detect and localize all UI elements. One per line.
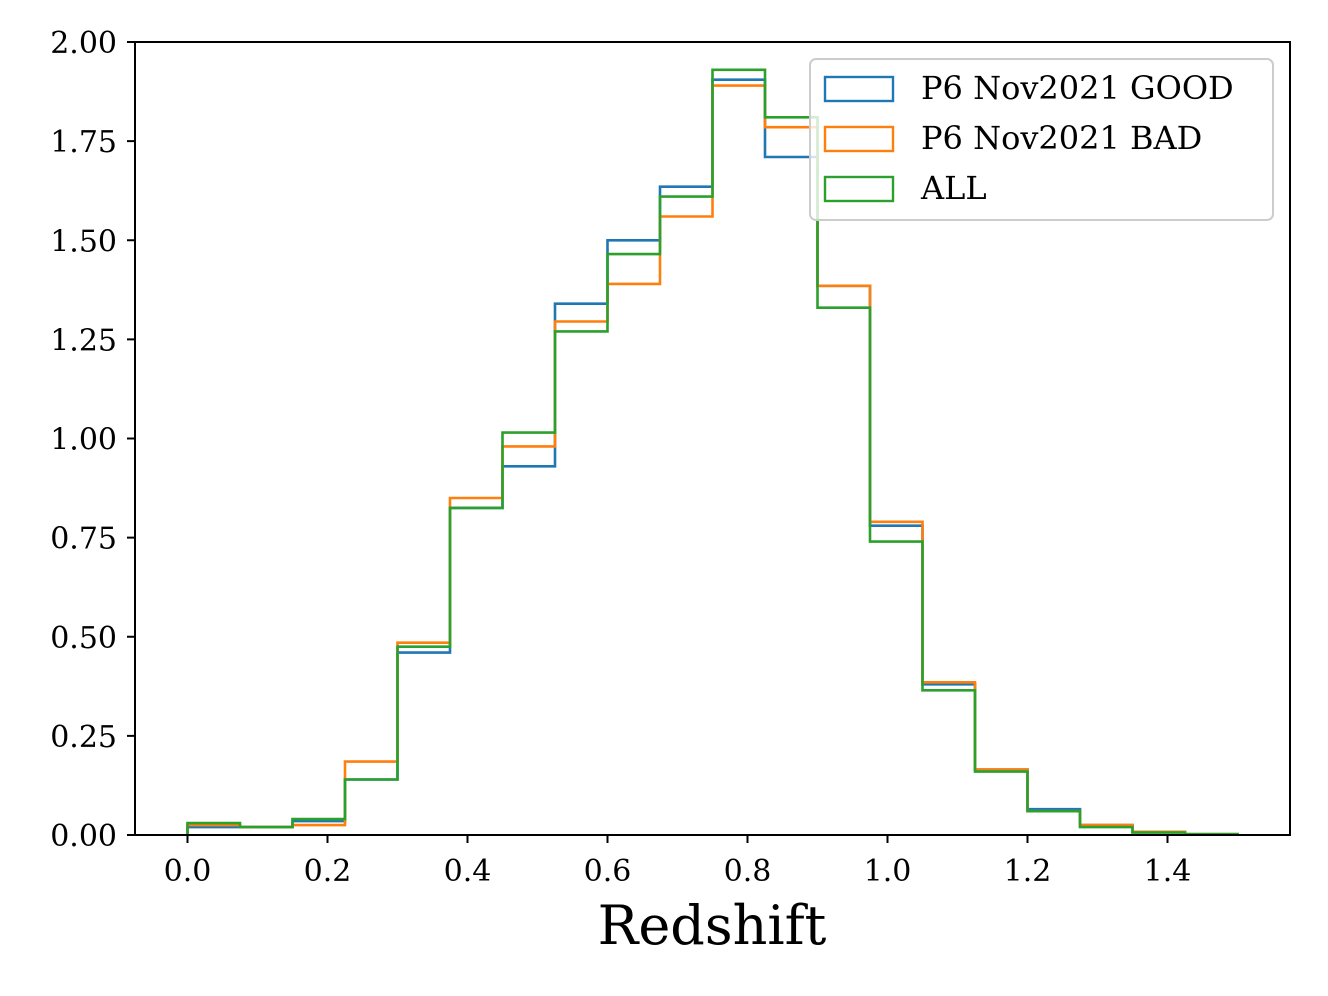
x-tick-label: 0.2 <box>304 854 352 889</box>
legend-swatch <box>823 125 895 153</box>
y-tick-label: 1.00 <box>50 423 117 458</box>
legend-swatch <box>823 75 895 103</box>
y-tick-label: 1.25 <box>50 323 117 358</box>
x-tick-label: 1.4 <box>1144 854 1192 889</box>
legend-swatch <box>823 175 895 203</box>
y-axis: 0.00 0.25 0.50 0.75 1.00 1.25 1.50 1.75 2.00 <box>50 26 135 854</box>
x-axis: 0.0 0.2 0.4 0.6 0.8 1.0 1.2 1.4 <box>164 835 1192 889</box>
y-tick-label: 0.25 <box>50 720 117 755</box>
x-tick-label: 0.8 <box>724 854 772 889</box>
x-tick-label: 0.4 <box>444 854 492 889</box>
y-tick-label: 2.00 <box>50 26 117 61</box>
x-tick-label: 1.0 <box>864 854 912 889</box>
x-axis-title: Redshift <box>598 894 827 957</box>
legend-label: P6 Nov2021 BAD <box>921 119 1202 157</box>
x-tick-label: 0.0 <box>164 854 212 889</box>
y-tick-label: 0.00 <box>50 819 117 854</box>
series-layer <box>186 68 1239 836</box>
y-tick-label: 1.50 <box>50 224 117 259</box>
legend-box <box>809 58 1274 221</box>
x-tick-label: 1.2 <box>1004 854 1052 889</box>
x-tick-label: 0.6 <box>584 854 632 889</box>
legend: P6 Nov2021 GOOD P6 Nov2021 BAD ALL <box>809 58 1274 221</box>
y-tick-label: 0.50 <box>50 621 117 656</box>
legend-label: ALL <box>920 169 987 207</box>
y-tick-label: 0.75 <box>50 522 117 557</box>
legend-label: P6 Nov2021 GOOD <box>921 69 1234 107</box>
y-tick-label: 1.75 <box>50 125 117 160</box>
series-line-all <box>186 68 1239 836</box>
